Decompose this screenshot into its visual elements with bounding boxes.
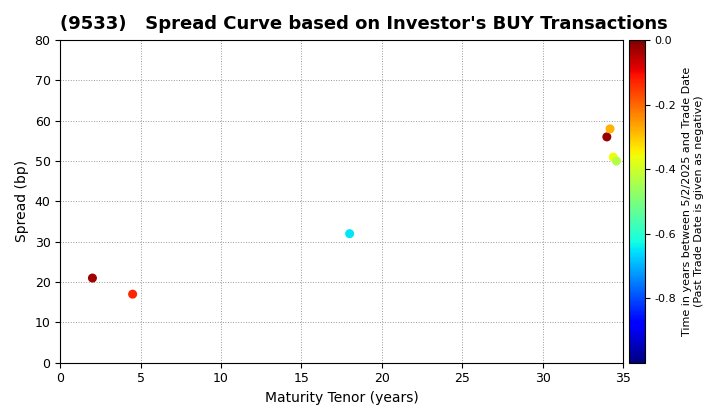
Text: (9533)   Spread Curve based on Investor's BUY Transactions: (9533) Spread Curve based on Investor's … bbox=[60, 15, 668, 33]
Point bbox=[601, 134, 613, 140]
Point bbox=[611, 158, 622, 165]
X-axis label: Maturity Tenor (years): Maturity Tenor (years) bbox=[265, 391, 418, 405]
Point bbox=[608, 154, 619, 160]
Point bbox=[344, 230, 356, 237]
Point bbox=[604, 126, 616, 132]
Y-axis label: Spread (bp): Spread (bp) bbox=[15, 160, 29, 242]
Point bbox=[127, 291, 138, 297]
Point bbox=[86, 275, 98, 281]
Y-axis label: Time in years between 5/2/2025 and Trade Date
(Past Trade Date is given as negat: Time in years between 5/2/2025 and Trade… bbox=[682, 67, 703, 336]
